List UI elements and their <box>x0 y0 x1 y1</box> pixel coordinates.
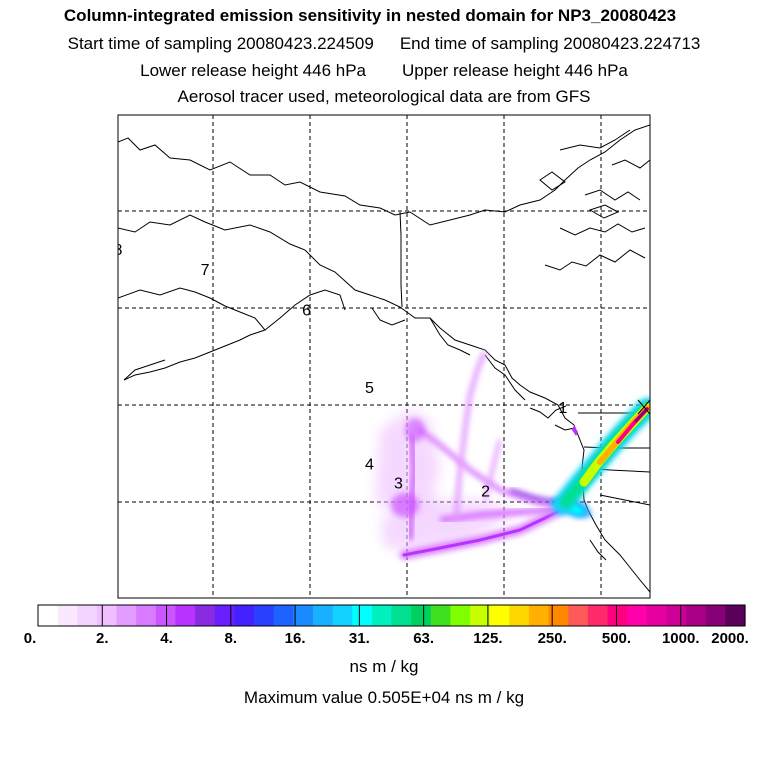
colorbar-tick-label: 2. <box>96 630 109 647</box>
release-point-marker <box>637 399 650 415</box>
colorbar-frame <box>37 604 746 627</box>
colorbar-swatch <box>155 605 177 626</box>
time-marker-3: 3 <box>394 476 403 493</box>
colorbar-swatch <box>254 605 275 626</box>
colorbar-swatch <box>273 605 294 626</box>
colorbar-tick-label: 31. <box>348 630 370 647</box>
time-marker-8: 8 <box>114 242 123 259</box>
colorbar-swatch <box>312 605 334 626</box>
plot-frame <box>117 114 651 599</box>
colorbar-swatch <box>686 605 707 626</box>
time-marker-6: 6 <box>302 302 311 319</box>
colorbar-swatch <box>509 605 530 626</box>
colorbar-swatch <box>175 605 196 626</box>
sensitivity-plume <box>375 350 650 560</box>
colorbar-swatch <box>57 605 78 626</box>
colorbar-swatch <box>430 605 452 626</box>
lower-release-label: Lower release height 446 hPa <box>140 61 366 80</box>
colorbar-swatch <box>116 605 137 626</box>
colorbar-swatch <box>38 605 59 626</box>
colorbar-swatch <box>371 605 393 626</box>
colorbar-swatch <box>214 605 235 626</box>
time-marker-4: 4 <box>365 456 374 473</box>
colorbar-swatch <box>450 605 471 626</box>
time-markers: 1 2 3 4 5 6 7 8 <box>114 242 567 501</box>
colorbar-swatch <box>195 605 216 626</box>
colorbar-tick-label: 16. <box>284 630 306 647</box>
colorbar-swatch <box>234 605 255 626</box>
sampling-times-line: Start time of sampling 20080423.224509 En… <box>0 34 768 54</box>
colorbar-tick-label: 1000. <box>661 630 700 647</box>
colorbar-swatch <box>489 605 510 626</box>
release-heights-line: Lower release height 446 hPa Upper releas… <box>0 61 768 81</box>
time-marker-1: 1 <box>558 400 567 417</box>
time-marker-5: 5 <box>365 380 374 397</box>
colorbar-units: ns m / kg <box>349 657 419 676</box>
upper-release-label: Upper release height 446 hPa <box>402 61 628 80</box>
end-time-label: End time of sampling 20080423.224713 <box>399 34 701 53</box>
colorbar-swatch <box>548 605 569 626</box>
chart-title: Column-integrated emission sensitivity i… <box>63 6 677 25</box>
colorbar-tick-label: 2000. <box>711 630 749 647</box>
colorbar-swatch <box>725 605 746 626</box>
colorbar-swatch <box>470 605 491 626</box>
colorbar-swatch <box>528 605 550 626</box>
colorbar-swatch <box>136 605 157 626</box>
colorbar <box>37 604 746 627</box>
colorbar-swatch <box>627 605 648 626</box>
colorbar-tick-label: 8. <box>224 630 238 647</box>
start-time-label: Start time of sampling 20080423.224509 <box>67 34 374 53</box>
colorbar-swatch <box>391 605 412 626</box>
colorbar-swatch <box>352 605 373 626</box>
colorbar-swatch <box>332 605 353 626</box>
colorbar-swatch <box>293 605 314 626</box>
colorbar-tick-label: 63. <box>413 630 435 647</box>
colorbar-swatch <box>77 605 98 626</box>
colorbar-swatch <box>96 605 118 626</box>
map-content: 1 2 3 4 5 6 7 8 <box>114 115 650 598</box>
max-value-label: Maximum value 0.505E+04 ns m / kg <box>243 688 525 707</box>
colorbar-swatch <box>666 605 687 626</box>
colorbar-tick-label: 500. <box>601 630 632 647</box>
colorbar-swatch <box>607 605 628 626</box>
tracer-label: Aerosol tracer used, meteorological data… <box>177 87 591 106</box>
colorbar-tick-label: 125. <box>473 630 503 647</box>
colorbar-swatch <box>587 605 609 626</box>
time-marker-7: 7 <box>201 262 210 279</box>
colorbar-swatch <box>646 605 668 626</box>
time-marker-2: 2 <box>481 484 490 501</box>
colorbar-swatch <box>705 605 726 626</box>
colorbar-tick-label: 250. <box>537 630 567 647</box>
colorbar-swatch <box>411 605 432 626</box>
colorbar-tick-label: 0. <box>23 630 37 647</box>
colorbar-swatch <box>568 605 589 626</box>
coastlines <box>118 124 650 593</box>
colorbar-tick-label: 4. <box>160 630 173 647</box>
